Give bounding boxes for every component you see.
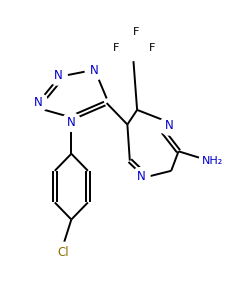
Text: N: N xyxy=(136,170,145,183)
Circle shape xyxy=(159,116,178,135)
Text: N: N xyxy=(34,96,43,109)
Text: N: N xyxy=(54,69,62,82)
Circle shape xyxy=(53,242,73,263)
Text: N: N xyxy=(164,119,173,132)
Circle shape xyxy=(29,93,48,112)
Text: NH₂: NH₂ xyxy=(202,156,223,166)
Circle shape xyxy=(85,62,104,80)
Circle shape xyxy=(110,41,123,55)
Circle shape xyxy=(145,41,159,55)
Text: N: N xyxy=(90,65,99,77)
Text: Cl: Cl xyxy=(57,246,69,259)
Text: F: F xyxy=(148,43,155,53)
Circle shape xyxy=(129,25,143,39)
Text: N: N xyxy=(67,115,76,128)
Circle shape xyxy=(62,113,81,131)
Circle shape xyxy=(49,67,67,85)
Circle shape xyxy=(132,168,150,186)
Circle shape xyxy=(199,148,226,175)
Text: F: F xyxy=(113,43,120,53)
Text: F: F xyxy=(133,27,139,37)
